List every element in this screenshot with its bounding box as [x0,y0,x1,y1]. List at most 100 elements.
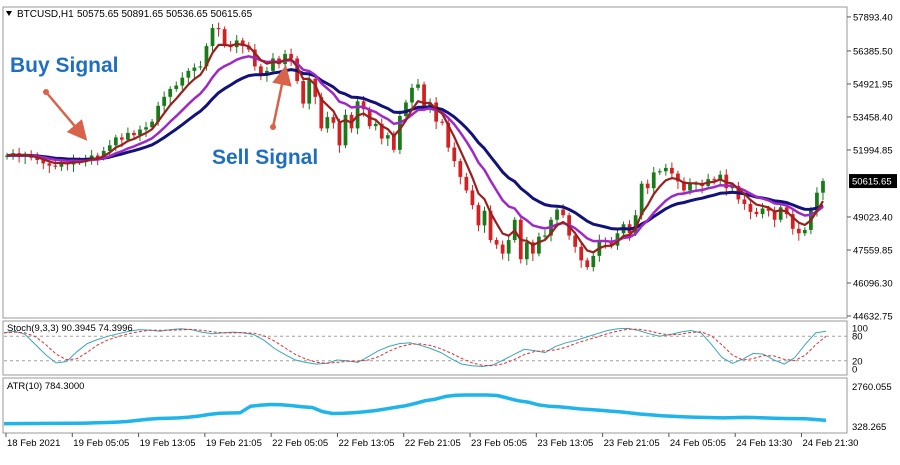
candle-bear [748,203,753,212]
candle-bear [458,161,463,177]
candle-bull [162,96,167,106]
last-price-label: 50615.65 [852,177,892,188]
candle-bear [573,235,578,247]
candle-bull [506,240,511,254]
atr-line [4,393,827,426]
candle-bull [537,236,541,254]
candle-bear [446,122,451,148]
candle-bull [343,114,348,146]
stoch-axis-label: 0 [852,365,857,376]
price-axis-label: 53458.40 [853,112,893,123]
candle-bull [59,162,64,167]
candle-bear [561,209,565,216]
price-axis-label: 54921.95 [853,79,893,90]
sell-signal-arrow [271,65,292,128]
candle-bear [53,165,58,167]
candle-bull [144,127,148,130]
candle-bull [543,235,547,237]
candle-bear [488,210,493,241]
candle-bear [645,183,650,189]
candle-bull [651,172,656,189]
candle-bear [331,117,336,123]
buy-signal-arrow [45,91,88,141]
candle-bear [754,211,759,215]
time-axis-label: 24 Feb 13:30 [736,438,792,449]
candle-bear [585,260,590,268]
candle-bull [89,155,94,159]
collapse-triangle-icon[interactable] [6,11,12,16]
candle-bear [35,157,40,160]
candle-bear [500,244,505,254]
candle-bear [47,163,52,166]
candle-bear [452,147,457,162]
candle-bear [676,173,680,182]
candle-bear [361,101,366,110]
candle-bull [180,77,185,86]
candle-bull [416,84,420,88]
candle-bear [259,66,263,75]
stoch-panel-frame [2,320,848,376]
sell-signal-callout: Sell Signal [212,146,319,169]
candle-bear [772,210,777,220]
candle-bear [422,84,426,107]
price-axis-label: 56385.50 [853,46,893,57]
time-axis-label: 24 Feb 05:05 [670,438,726,449]
candle-bear [313,78,318,97]
atr-axis-label: 2760.055 [852,382,892,393]
candle-bear [796,228,801,234]
price-axis-label: 51994.85 [853,145,893,156]
candle-bear [95,155,100,158]
candle-bear [132,132,136,136]
candle-bear [609,241,614,246]
stoch-axis-label: 80 [852,332,863,343]
candle-bull [210,28,215,47]
candle-bull [156,105,160,122]
symbol-label: BTCUSD,H1 [17,9,74,20]
atr-axis-label: 328.265 [852,422,886,433]
candle-bear [790,214,795,229]
candle-bull [138,129,142,136]
candle-bull [113,137,118,146]
time-axis-label: 22 Feb 05:05 [272,438,328,449]
candle-bear [434,102,439,122]
candle-bull [271,58,275,71]
candle-bull [428,102,432,107]
candle-bear [379,123,384,139]
candle-bear [470,190,475,206]
candle-bull [373,123,378,127]
candle-bear [742,199,747,204]
candle-bull [101,150,106,158]
candle-bull [404,102,408,117]
candle-bull [410,87,414,103]
price-axis-label: 47559.85 [853,245,893,256]
candle-bear [579,246,584,261]
candle-bear [682,181,686,191]
stoch-signal-line [3,328,827,367]
time-axis-label: 23 Feb 05:05 [471,438,527,449]
candle-bear [119,137,124,140]
candle-bull [688,183,692,191]
candle-bull [760,208,765,215]
atr-panel-frame [2,377,848,434]
time-axis-label: 22 Feb 13:05 [338,438,394,449]
candle-bull [168,88,173,97]
candle-bull [186,70,191,78]
candle-bull [126,132,130,140]
candle-bull [385,135,390,139]
candle-bull [204,46,209,67]
candle-bull [657,171,662,173]
time-axis-label: 19 Feb 21:05 [206,438,262,449]
candle-bull [802,229,807,234]
stoch-axis-label: 100 [852,324,868,335]
candle-bull [174,85,179,89]
time-axis-label: 23 Feb 21:05 [604,438,660,449]
price-axis-label: 57893.40 [853,12,893,23]
buy-signal-callout: Buy Signal [10,54,119,77]
candle-bear [670,167,674,174]
candle-bear [216,28,221,30]
buy-signal-arrow-tail [43,89,49,95]
main-panel-frame [2,6,848,319]
price-axis-label: 49023.40 [853,212,893,223]
